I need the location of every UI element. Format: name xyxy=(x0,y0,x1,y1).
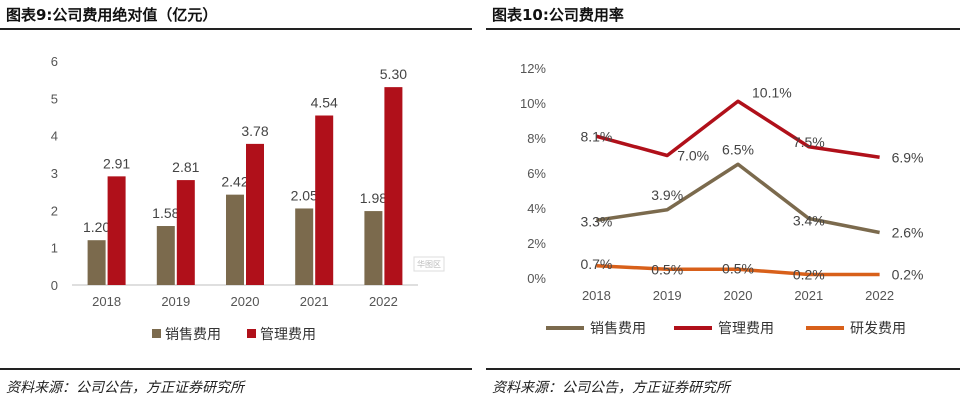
x-tick-label: 2018 xyxy=(582,288,611,303)
line-data-label: 3.3% xyxy=(580,213,612,229)
line-data-label: 7.5% xyxy=(793,134,825,150)
bar-data-label: 2.05 xyxy=(291,187,318,203)
bar-mgmt xyxy=(315,115,334,285)
bar-sales xyxy=(295,208,314,285)
right-chart-panel: 图表10:公司费用率 0% 2% 4% 6% 8% 10% 12% 2018 2019 2020 2… xyxy=(486,0,960,402)
left-source-rule xyxy=(0,368,472,370)
left-chart-panel: 图表9:公司费用绝对值（亿元） 0 1 2 3 4 5 6 2018 1.20 2.91 2019 1… xyxy=(0,0,472,402)
x-tick-label: 2019 xyxy=(653,288,682,303)
line-data-label: 8.1% xyxy=(580,128,612,144)
bar-chart: 0 1 2 3 4 5 6 2018 1.20 2.91 2019 1.58 2.81 2020 2.42 3… xyxy=(51,54,445,343)
y-tick-label: 10% xyxy=(520,96,546,111)
y-tick-label: 2 xyxy=(51,203,58,218)
bar-data-label: 1.58 xyxy=(152,205,179,221)
line-data-label: 2.6% xyxy=(892,225,924,241)
legend-swatch xyxy=(247,329,256,338)
line-data-label: 0.2% xyxy=(793,267,825,283)
left-source-note: 资料来源：公司公告，方正证券研究所 xyxy=(6,380,244,396)
legend-label: 管理费用 xyxy=(260,327,316,343)
bar-data-label: 1.98 xyxy=(360,190,387,206)
x-tick-label: 2022 xyxy=(865,288,894,303)
x-tick-label: 2022 xyxy=(369,294,398,309)
bar-data-label: 2.42 xyxy=(221,174,248,190)
bar-data-label: 4.54 xyxy=(311,95,338,111)
series-line-rd xyxy=(596,264,880,277)
bar-mgmt xyxy=(107,176,126,285)
legend-label: 销售费用 xyxy=(165,327,221,343)
bar-sales xyxy=(364,211,383,285)
right-chart-title: 图表10:公司费用率 xyxy=(492,6,624,24)
line-data-label: 3.9% xyxy=(651,187,683,203)
series-line-sales xyxy=(596,162,880,235)
line-data-label: 10.1% xyxy=(752,84,792,100)
y-tick-label: 0% xyxy=(527,271,546,286)
y-tick-label: 1 xyxy=(51,241,58,256)
line-chart: 0% 2% 4% 6% 8% 10% 12% 2018 2019 2020 2021 2022 3.3%… xyxy=(520,61,924,337)
right-title-rule xyxy=(486,28,960,30)
line-data-label: 6.9% xyxy=(892,149,924,165)
legend-label: 研发费用 xyxy=(850,321,906,337)
bar-sales xyxy=(156,226,175,285)
y-tick-label: 6 xyxy=(51,54,58,69)
bar-mgmt xyxy=(176,180,195,285)
y-tick-label: 6% xyxy=(527,166,546,181)
bar-sales xyxy=(226,194,244,285)
series-line-mgmt xyxy=(595,99,880,159)
bar-mgmt xyxy=(246,143,264,285)
x-tick-label: 2019 xyxy=(161,294,190,309)
watermark-box xyxy=(413,256,445,272)
watermark-text: 华图区 xyxy=(417,259,441,269)
line-data-label: 0.2% xyxy=(892,267,924,283)
legend-swatch xyxy=(152,329,161,338)
legend-label: 销售费用 xyxy=(590,321,646,337)
legend-label: 管理费用 xyxy=(718,321,774,337)
y-tick-label: 8% xyxy=(527,131,546,146)
y-tick-label: 5 xyxy=(51,91,58,106)
bar-data-label: 5.30 xyxy=(380,66,407,82)
line-data-label: 3.4% xyxy=(793,213,825,229)
y-tick-label: 0 xyxy=(51,278,58,293)
bar-sales xyxy=(87,240,106,285)
bar-data-label: 2.91 xyxy=(103,155,130,171)
line-data-label: 0.7% xyxy=(580,256,612,272)
bar-data-label: 3.78 xyxy=(241,123,268,139)
line-data-label: 0.5% xyxy=(722,260,754,276)
left-chart-title: 图表9:公司费用绝对值（亿元） xyxy=(6,6,218,24)
x-tick-label: 2021 xyxy=(794,288,823,303)
bar-data-label: 2.81 xyxy=(172,159,199,175)
y-tick-label: 4 xyxy=(51,129,58,144)
x-tick-label: 2020 xyxy=(724,288,753,303)
y-tick-label: 4% xyxy=(527,201,546,216)
left-title-rule xyxy=(0,28,472,30)
bar-data-label: 1.20 xyxy=(83,219,110,235)
right-source-note: 资料来源：公司公告，方正证券研究所 xyxy=(492,380,730,396)
line-data-label: 6.5% xyxy=(722,141,754,157)
x-tick-label: 2018 xyxy=(92,294,121,309)
bar-mgmt xyxy=(384,87,403,285)
x-tick-label: 2021 xyxy=(300,294,329,309)
line-data-label: 0.5% xyxy=(651,261,683,277)
right-source-rule xyxy=(486,368,960,370)
line-data-label: 7.0% xyxy=(677,148,709,164)
y-tick-label: 2% xyxy=(527,236,546,251)
x-tick-label: 2020 xyxy=(231,294,260,309)
y-tick-label: 3 xyxy=(51,166,58,181)
y-tick-label: 12% xyxy=(520,61,546,76)
